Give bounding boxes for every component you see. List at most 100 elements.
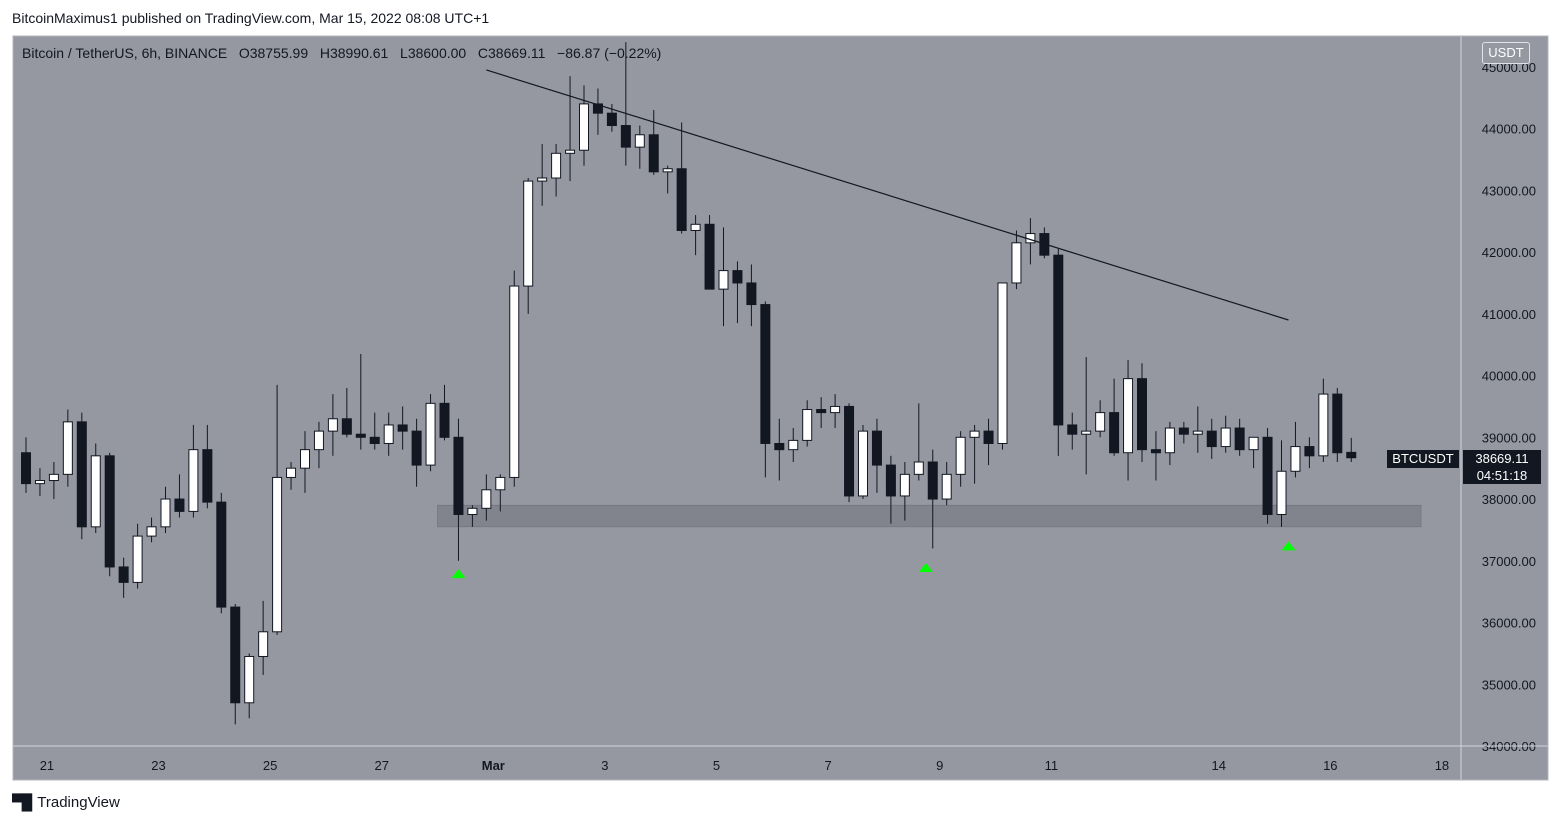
candle [830,394,841,429]
candle [802,400,813,447]
bull-candle-body [1123,378,1134,454]
candle [202,424,213,509]
candle [509,270,520,487]
bull-candle-body [383,424,394,444]
green-arrow-up-icon [918,562,933,572]
candle [579,85,589,166]
candle [118,557,129,598]
candle [76,412,87,540]
candle [286,462,297,490]
bear-candle-body [746,282,757,306]
time-tick-label: 21 [40,758,54,773]
bull-candle-body [913,461,924,475]
candle [718,227,729,327]
bull-candle-body [90,455,101,528]
candle [523,178,534,314]
bear-candle-body [411,430,422,466]
candle [1137,363,1147,462]
bear-candle-body [648,134,659,173]
price-tick-label: 35000.00 [1482,677,1536,692]
green-arrow-up-icon [1281,541,1296,551]
bull-candle-body [425,402,436,466]
bull-candle-body [467,507,478,515]
low-value: 38600.00 [407,45,467,61]
bear-candle-body [871,430,882,466]
open-label: O [238,45,250,61]
time-tick-label: 14 [1211,758,1225,773]
bear-candle-body [1206,430,1217,448]
time-tick-label: 7 [825,758,832,773]
bull-candle-body [690,223,701,231]
bear-candle-body [816,409,827,414]
candle [648,110,659,175]
candle [1123,360,1134,481]
bear-candle-body [1332,393,1343,454]
bull-candle-body [955,436,966,475]
candle [1318,378,1329,462]
close-value: 38669.11 [488,45,546,61]
bear-candle-body [676,168,687,231]
bull-candle-body [62,421,73,475]
candle [537,144,548,206]
bull-candle-body [1318,393,1329,457]
open-value: 38755.99 [249,45,309,61]
candle [244,653,255,719]
bull-candle-body [286,467,297,478]
bull-candle-body [481,489,492,509]
bear-candle-body [1304,446,1315,457]
time-tick-label: Mar [482,758,505,773]
tradingview-logo[interactable]: ▀█ TradingView [12,794,120,811]
bull-candle-body [802,409,813,441]
change-value: −86.87 (−0.22%) [557,45,662,61]
currency-badge[interactable]: USDT [1482,42,1530,64]
tradingview-logo-icon: ▀█ [12,794,32,811]
candle [1248,436,1259,469]
bull-candle-body [1164,427,1175,454]
bull-candle-body [48,473,59,482]
candle [48,462,59,500]
candle [1109,378,1120,456]
candle [1262,428,1273,524]
candle [327,394,338,456]
candle [690,215,701,256]
candle [704,215,715,290]
bear-candle-body [453,436,464,515]
bear-candle-body [1150,449,1161,454]
candle [481,474,492,521]
candle [1290,421,1301,478]
candle [565,76,576,182]
candle [885,455,896,524]
candle [1053,249,1064,456]
bull-candle-body [160,498,171,528]
price-tick-label: 39000.00 [1482,430,1536,445]
plot-background [13,36,1461,746]
candle [90,443,101,533]
candle [899,462,910,521]
bear-candle-body [774,442,785,451]
bear-candle-body [927,461,938,500]
bull-candle-body [1095,412,1106,432]
support-zone[interactable] [437,504,1422,528]
symbol-price-label: BTCUSDT [1387,450,1459,468]
candle [927,449,938,549]
candle [871,418,882,493]
candle [453,418,464,561]
bull-candle-body [634,134,645,148]
candle [62,409,73,487]
candle [313,421,324,469]
bull-candle-body [941,473,952,500]
candle [1304,437,1315,469]
bull-candle-body [244,655,255,704]
legend-symbol[interactable]: Bitcoin / TetherUS, 6h, BINANCE [22,45,228,61]
time-axis-background [13,746,1548,780]
bull-candle-body [718,270,729,290]
candle [941,462,952,506]
bull-candle-body [327,418,338,432]
candle [620,42,631,166]
bull-candle-body [258,631,269,657]
time-tick-label: 25 [263,758,277,773]
candle [551,144,562,197]
candle [1276,440,1287,527]
descending-trendline[interactable] [486,69,1289,321]
